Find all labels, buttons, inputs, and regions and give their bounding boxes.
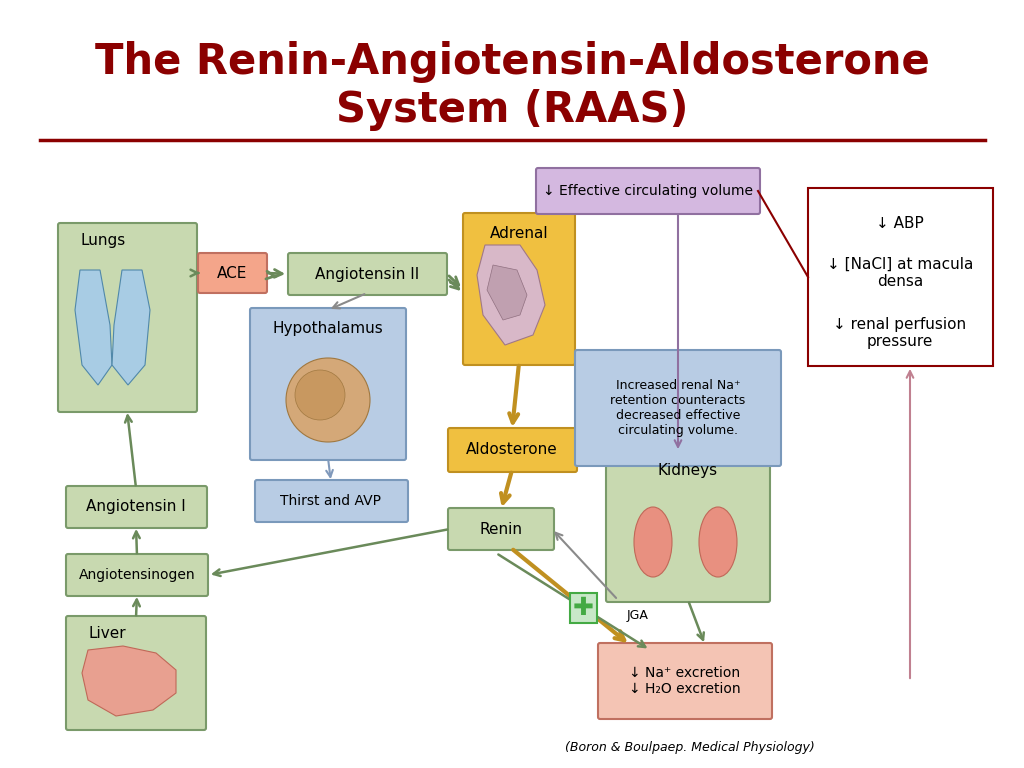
FancyBboxPatch shape: [463, 213, 575, 365]
Ellipse shape: [634, 507, 672, 577]
FancyBboxPatch shape: [58, 223, 197, 412]
Bar: [808, 188, 993, 366]
FancyBboxPatch shape: [255, 480, 408, 522]
FancyBboxPatch shape: [198, 253, 267, 293]
Text: Renin: Renin: [479, 521, 522, 537]
Text: Angiotensin II: Angiotensin II: [314, 266, 419, 282]
FancyBboxPatch shape: [449, 508, 554, 550]
Text: Angiotensinogen: Angiotensinogen: [79, 568, 196, 582]
Text: ↓ ABP: ↓ ABP: [877, 216, 924, 230]
FancyBboxPatch shape: [536, 168, 760, 214]
FancyBboxPatch shape: [449, 428, 577, 472]
Text: ↓ Na⁺ excretion
↓ H₂O excretion: ↓ Na⁺ excretion ↓ H₂O excretion: [629, 666, 740, 696]
FancyBboxPatch shape: [598, 643, 772, 719]
Text: Angiotensin I: Angiotensin I: [86, 499, 186, 515]
Text: ↓ renal perfusion
pressure: ↓ renal perfusion pressure: [834, 317, 967, 349]
Text: Lungs: Lungs: [80, 233, 125, 249]
Text: System (RAAS): System (RAAS): [336, 89, 688, 131]
Text: Thirst and AVP: Thirst and AVP: [281, 494, 382, 508]
Text: ↓ Effective circulating volume: ↓ Effective circulating volume: [543, 184, 753, 198]
Text: Aldosterone: Aldosterone: [466, 442, 558, 458]
Text: Adrenal: Adrenal: [489, 226, 548, 240]
Polygon shape: [75, 270, 112, 385]
Text: ✚: ✚: [572, 596, 594, 620]
Polygon shape: [112, 270, 150, 385]
Text: ↓ [NaCl] at macula
densa: ↓ [NaCl] at macula densa: [826, 257, 973, 290]
Text: The Renin-Angiotensin-Aldosterone: The Renin-Angiotensin-Aldosterone: [94, 41, 930, 83]
Text: JGA: JGA: [627, 610, 649, 623]
Text: Increased renal Na⁺
retention counteracts
decreased effective
circulating volume: Increased renal Na⁺ retention counteract…: [610, 379, 745, 437]
FancyBboxPatch shape: [66, 554, 208, 596]
FancyBboxPatch shape: [288, 253, 447, 295]
Text: ACE: ACE: [217, 266, 247, 280]
FancyBboxPatch shape: [606, 450, 770, 602]
FancyBboxPatch shape: [575, 350, 781, 466]
Text: (Boron & Boulpaep. Medical Physiology): (Boron & Boulpaep. Medical Physiology): [565, 741, 815, 754]
Text: Liver: Liver: [88, 625, 126, 641]
Polygon shape: [82, 646, 176, 716]
FancyBboxPatch shape: [66, 486, 207, 528]
FancyBboxPatch shape: [66, 616, 206, 730]
Text: Kidneys: Kidneys: [658, 462, 718, 478]
Polygon shape: [487, 265, 527, 320]
Circle shape: [295, 370, 345, 420]
Polygon shape: [477, 245, 545, 345]
Text: Hypothalamus: Hypothalamus: [272, 320, 383, 336]
FancyBboxPatch shape: [250, 308, 406, 460]
Circle shape: [286, 358, 370, 442]
Ellipse shape: [699, 507, 737, 577]
